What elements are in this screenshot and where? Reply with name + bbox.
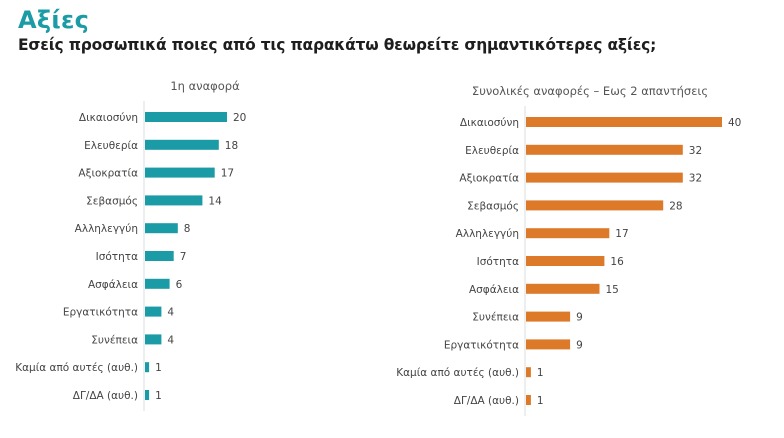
data-label: 9 <box>576 339 583 351</box>
category-label: Δικαιοσύνη <box>460 117 519 129</box>
category-label: Ελευθερία <box>84 140 138 152</box>
category-label: Συνέπεια <box>91 334 138 346</box>
data-label: 1 <box>155 390 162 402</box>
data-label: 17 <box>221 168 234 180</box>
bar <box>145 167 215 178</box>
category-label: Εργατικότητα <box>63 307 138 319</box>
category-label: Ισότητα <box>477 256 519 268</box>
bar <box>145 139 219 150</box>
data-label: 6 <box>176 279 183 291</box>
data-label: 1 <box>155 362 162 374</box>
category-label: Καμία από αυτές (αυθ.) <box>15 362 138 374</box>
bar <box>145 251 174 261</box>
bar <box>145 278 170 289</box>
bar <box>145 334 162 345</box>
category-label: Καμία από αυτές (αυθ.) <box>396 367 519 379</box>
category-label: Εργατικότητα <box>444 339 519 351</box>
data-label: 40 <box>728 117 741 129</box>
category-label: ΔΓ/ΔΑ (αυθ.) <box>454 395 519 407</box>
chart-title: 1η αναφορά <box>170 79 240 93</box>
bar <box>526 200 664 211</box>
bar <box>526 339 571 350</box>
bar <box>145 390 150 400</box>
data-label: 9 <box>576 312 583 324</box>
category-label: Αξιοκρατία <box>459 173 519 185</box>
data-label: 4 <box>167 307 174 319</box>
data-label: 1 <box>537 395 544 407</box>
category-label: Δικαιοσύνη <box>79 112 138 124</box>
data-label: 16 <box>610 256 624 268</box>
bar <box>526 144 683 155</box>
bar <box>526 311 571 322</box>
data-label: 28 <box>669 200 682 212</box>
bar <box>526 117 722 127</box>
bar <box>145 112 227 122</box>
data-label: 7 <box>180 251 187 263</box>
bar <box>145 223 178 234</box>
category-label: Αξιοκρατία <box>78 168 138 180</box>
category-label: Ασφάλεια <box>88 279 138 291</box>
category-label: Ισότητα <box>96 251 138 263</box>
data-label: 14 <box>208 195 222 207</box>
page-title: Αξίες <box>18 6 90 34</box>
data-label: 32 <box>689 173 702 185</box>
bar <box>526 172 683 183</box>
category-label: Αλληλεγγύη <box>456 228 519 240</box>
bar <box>526 367 531 378</box>
data-label: 32 <box>689 145 702 157</box>
data-label: 15 <box>606 284 619 296</box>
data-label: 17 <box>615 228 628 240</box>
bar <box>145 306 162 317</box>
category-label: Σεβασμός <box>86 195 138 207</box>
category-label: Συνέπεια <box>472 312 519 324</box>
chart-total-mentions: Συνολικές αναφορές – Εως 2 απαντήσεις Δι… <box>396 84 741 416</box>
category-label: Αλληλεγγύη <box>75 223 138 235</box>
bar <box>526 228 610 239</box>
data-label: 18 <box>225 140 238 152</box>
bar <box>145 362 150 373</box>
data-label: 20 <box>233 112 246 124</box>
data-label: 8 <box>184 223 191 235</box>
bar <box>145 195 203 206</box>
category-label: Ασφάλεια <box>469 284 519 296</box>
data-label: 1 <box>537 367 544 379</box>
data-label: 4 <box>167 334 174 346</box>
chart-title: Συνολικές αναφορές – Εως 2 απαντήσεις <box>472 84 708 98</box>
category-label: ΔΓ/ΔΑ (αυθ.) <box>73 390 138 402</box>
page-subtitle: Εσείς προσωπικά ποιες από τις παρακάτω θ… <box>18 36 657 54</box>
bar <box>526 283 600 294</box>
category-label: Σεβασμός <box>467 200 519 212</box>
bar <box>526 256 605 266</box>
bar <box>526 395 531 405</box>
category-label: Ελευθερία <box>465 145 519 157</box>
